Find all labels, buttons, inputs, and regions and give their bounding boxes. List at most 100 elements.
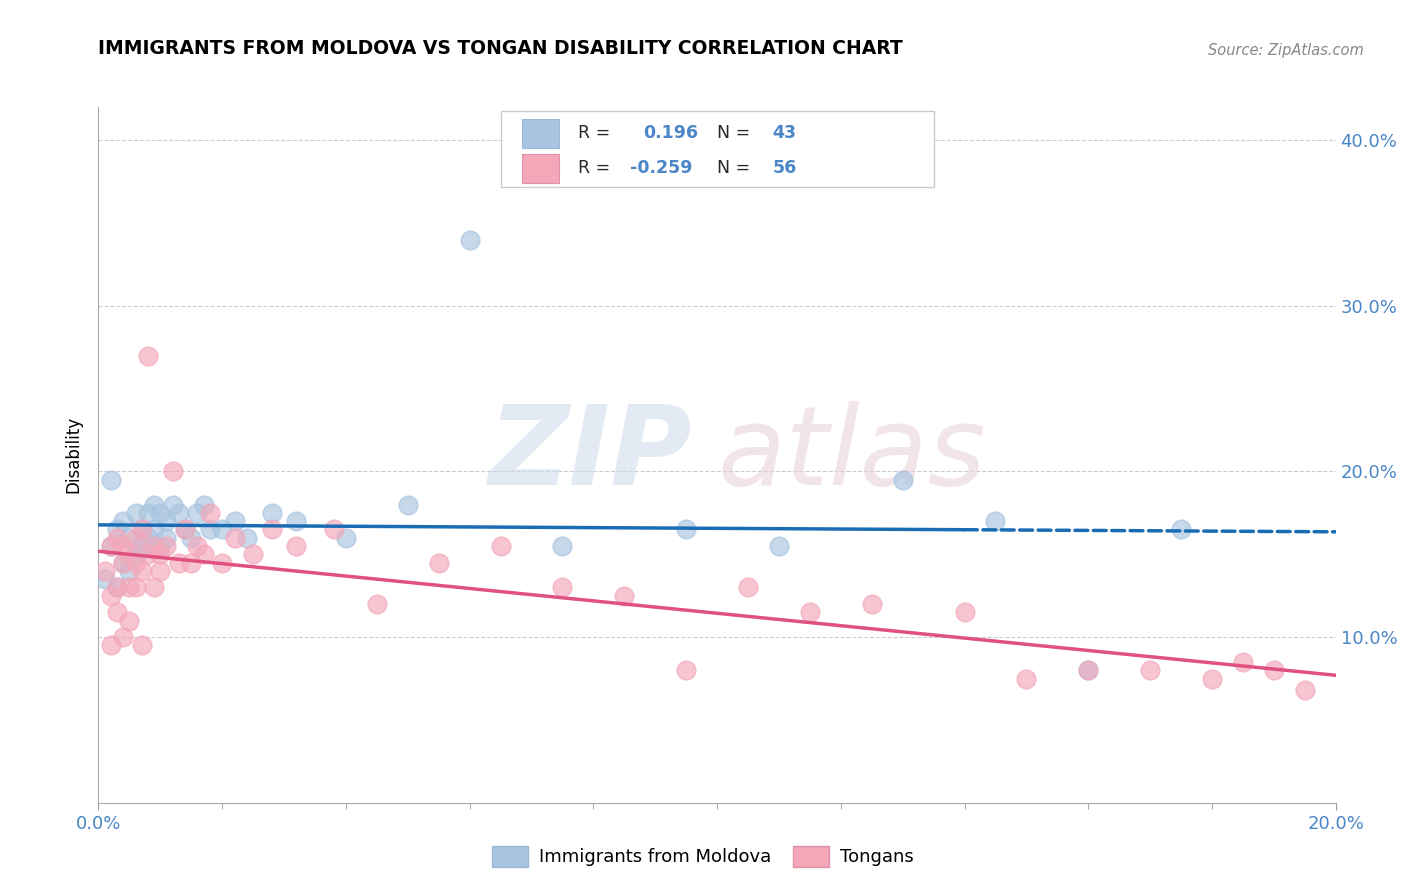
Point	[427, 556, 450, 570]
Point	[118, 564, 141, 578]
Text: atlas: atlas	[717, 401, 986, 508]
Point	[105, 581, 128, 595]
Point	[112, 556, 135, 570]
Text: Source: ZipAtlas.com: Source: ZipAtlas.com	[1208, 43, 1364, 58]
Point	[93, 572, 115, 586]
Point	[100, 473, 122, 487]
Point	[1263, 663, 1285, 677]
Point	[180, 531, 202, 545]
Point	[1294, 683, 1316, 698]
Legend: Immigrants from Moldova, Tongans: Immigrants from Moldova, Tongans	[485, 838, 921, 874]
Point	[737, 581, 759, 595]
Point	[224, 514, 246, 528]
Point	[149, 539, 172, 553]
Point	[799, 605, 821, 619]
Point	[396, 498, 419, 512]
Point	[186, 539, 208, 553]
Point	[162, 465, 184, 479]
Point	[136, 531, 159, 545]
FancyBboxPatch shape	[522, 119, 558, 148]
Point	[174, 523, 197, 537]
Point	[891, 473, 914, 487]
Point	[93, 564, 115, 578]
Point	[260, 523, 283, 537]
Point	[224, 531, 246, 545]
Point	[143, 523, 166, 537]
Point	[1077, 663, 1099, 677]
Point	[149, 506, 172, 520]
Point	[105, 523, 128, 537]
Point	[335, 531, 357, 545]
Point	[167, 556, 190, 570]
Point	[155, 514, 177, 528]
Point	[131, 539, 153, 553]
Point	[242, 547, 264, 561]
Point	[198, 506, 221, 520]
Point	[1015, 672, 1038, 686]
Point	[143, 581, 166, 595]
Point	[131, 523, 153, 537]
Point	[193, 498, 215, 512]
Point	[984, 514, 1007, 528]
Point	[118, 581, 141, 595]
Point	[211, 556, 233, 570]
Point	[136, 547, 159, 561]
Point	[236, 531, 259, 545]
Point	[100, 589, 122, 603]
Point	[143, 539, 166, 553]
Point	[675, 663, 697, 677]
Point	[180, 556, 202, 570]
Point	[162, 498, 184, 512]
Point	[768, 539, 790, 553]
Point	[366, 597, 388, 611]
Point	[124, 506, 146, 520]
Point	[953, 605, 976, 619]
Text: IMMIGRANTS FROM MOLDOVA VS TONGAN DISABILITY CORRELATION CHART: IMMIGRANTS FROM MOLDOVA VS TONGAN DISABI…	[98, 39, 903, 58]
Point	[285, 514, 308, 528]
Point	[613, 589, 636, 603]
Point	[198, 523, 221, 537]
Point	[131, 564, 153, 578]
Point	[186, 506, 208, 520]
Point	[118, 531, 141, 545]
Point	[112, 556, 135, 570]
Point	[124, 556, 146, 570]
Point	[155, 531, 177, 545]
Point	[322, 523, 344, 537]
Text: 43: 43	[773, 125, 797, 143]
Point	[1139, 663, 1161, 677]
Point	[100, 539, 122, 553]
Point	[112, 514, 135, 528]
Text: ZIP: ZIP	[489, 401, 692, 508]
Point	[100, 639, 122, 653]
Text: N =: N =	[717, 125, 756, 143]
Point	[118, 614, 141, 628]
FancyBboxPatch shape	[522, 153, 558, 183]
Point	[124, 547, 146, 561]
Point	[489, 539, 512, 553]
Point	[211, 523, 233, 537]
Point	[155, 539, 177, 553]
Point	[112, 539, 135, 553]
Point	[136, 506, 159, 520]
Point	[131, 639, 153, 653]
Text: R =: R =	[578, 125, 621, 143]
Point	[1201, 672, 1223, 686]
Point	[124, 531, 146, 545]
Y-axis label: Disability: Disability	[65, 417, 83, 493]
Point	[149, 564, 172, 578]
Text: R =: R =	[578, 160, 616, 178]
Text: N =: N =	[717, 160, 756, 178]
Point	[1232, 655, 1254, 669]
Point	[143, 498, 166, 512]
Point	[551, 581, 574, 595]
Point	[193, 547, 215, 561]
Point	[124, 581, 146, 595]
Point	[167, 506, 190, 520]
FancyBboxPatch shape	[501, 111, 934, 187]
Point	[458, 233, 481, 247]
Point	[118, 547, 141, 561]
Point	[1170, 523, 1192, 537]
Point	[285, 539, 308, 553]
Point	[675, 523, 697, 537]
